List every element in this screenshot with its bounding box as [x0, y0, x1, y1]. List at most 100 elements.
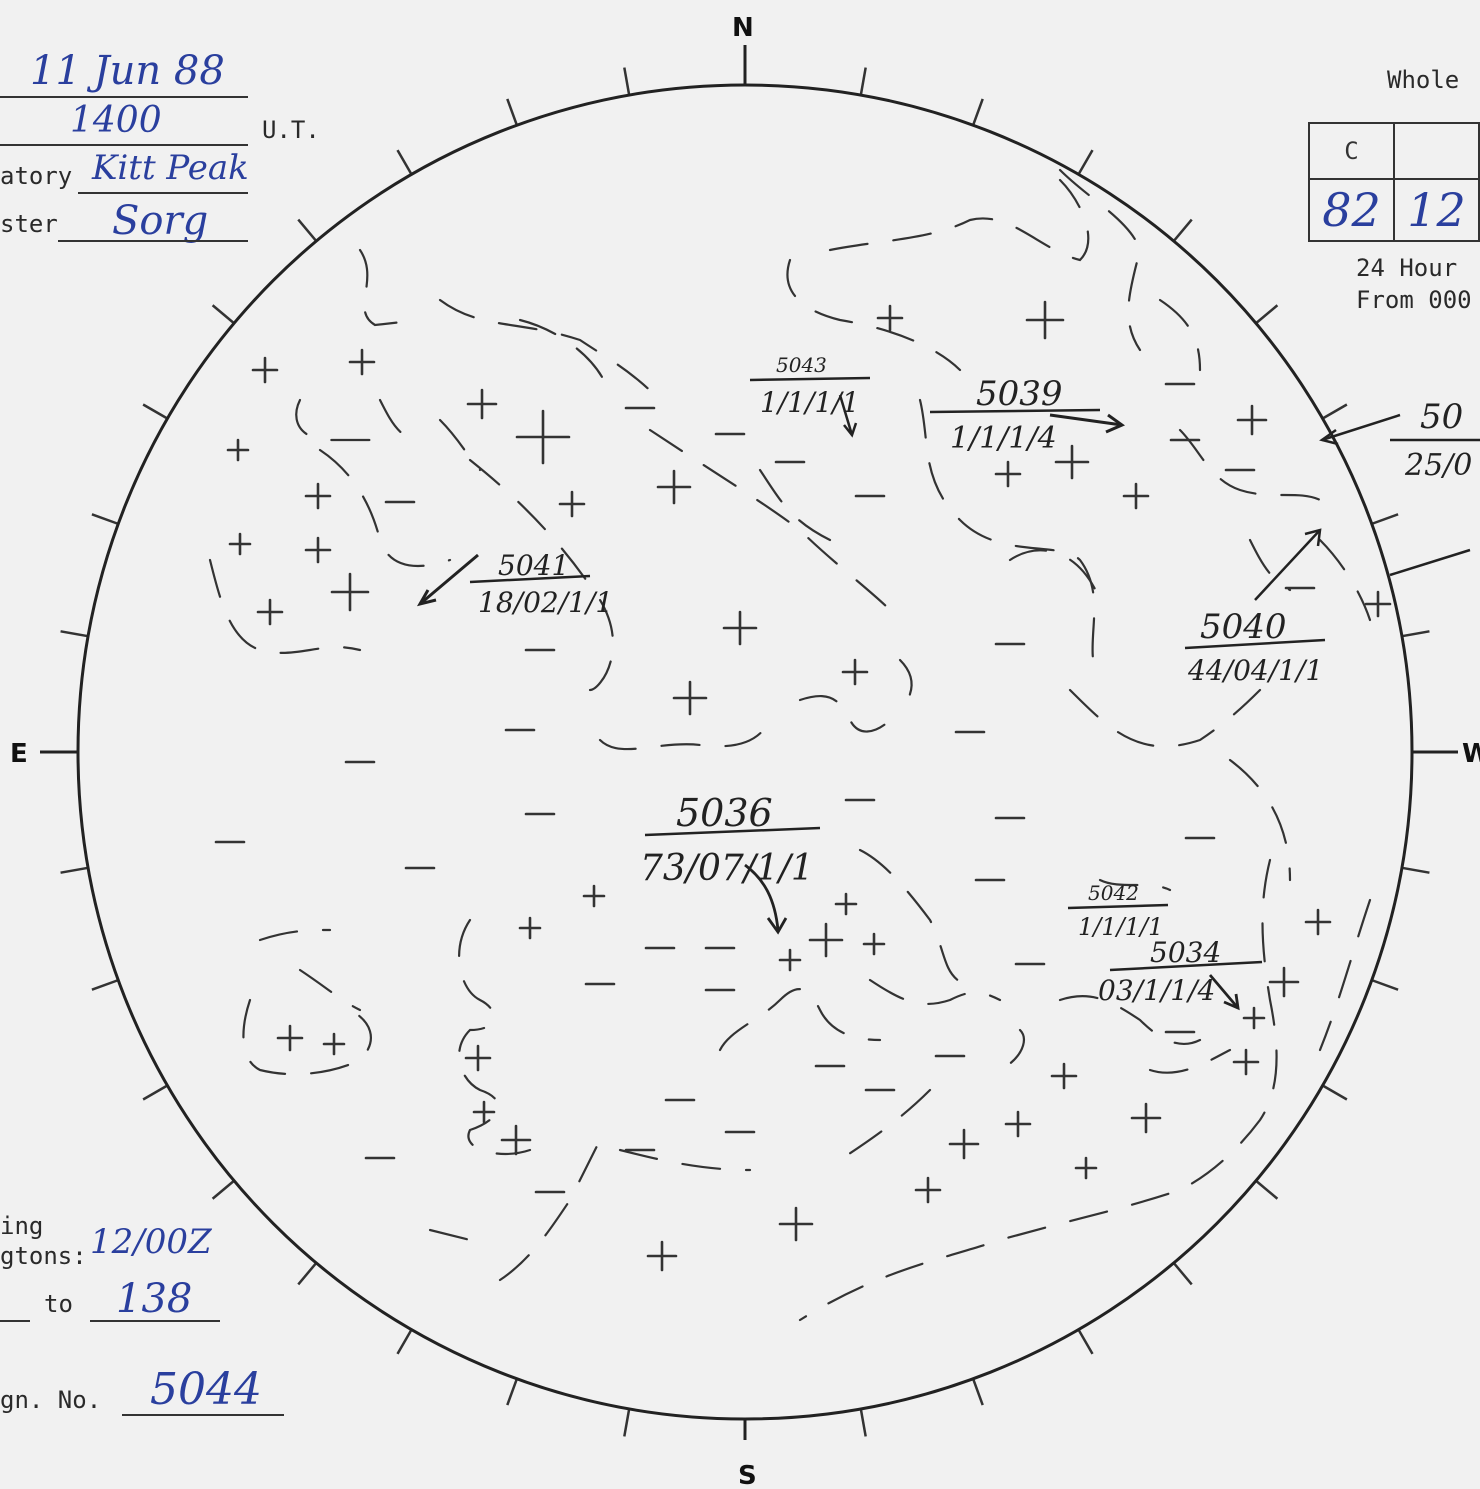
time-underline	[0, 144, 248, 146]
positive-mark	[1130, 1102, 1162, 1134]
region-5036-number: 5036	[676, 791, 773, 835]
compass-south: S	[738, 1461, 757, 1489]
region-5040-code: 44/04/1/1	[1187, 654, 1323, 687]
positive-mark	[808, 922, 844, 958]
limb-tick	[1322, 1084, 1348, 1101]
limb-tick	[623, 67, 631, 96]
counts-table: C 82 12	[1308, 122, 1480, 242]
limb-tick	[1371, 513, 1399, 526]
limb-tick	[623, 1408, 631, 1437]
limb-tick	[297, 218, 318, 242]
positive-mark	[841, 658, 869, 686]
limb-tick	[859, 1408, 867, 1437]
observatory-underline	[78, 192, 248, 194]
limb-tick	[971, 98, 984, 126]
positive-mark	[582, 884, 606, 908]
limb-tick	[859, 67, 867, 96]
assign-value: 5044	[150, 1364, 262, 1415]
counts-header-2	[1393, 122, 1480, 180]
region-5034-code: 03/1/1/4	[1098, 974, 1215, 1007]
positive-mark	[1050, 1062, 1078, 1090]
limb-tick	[1371, 978, 1399, 991]
limb-tick	[506, 1378, 519, 1406]
region-5042-number: 5042	[1088, 881, 1139, 905]
positive-mark	[722, 610, 758, 646]
region-50-number: 50	[1420, 397, 1463, 437]
positive-mark	[228, 532, 252, 556]
limb-ticks	[60, 67, 1430, 1437]
positive-mark	[914, 1176, 942, 1204]
positive-mark	[518, 916, 542, 940]
forecaster-underline	[58, 240, 248, 242]
positive-mark	[322, 1032, 346, 1056]
limb-tick	[1255, 304, 1279, 325]
region-5041: 5041 18/02/1/1	[416, 549, 613, 619]
time-unit-label: U.T.	[262, 116, 320, 144]
limb-tick	[91, 978, 119, 991]
positive-mark	[1236, 404, 1268, 436]
forecaster-label: ster	[0, 210, 58, 238]
region-5041-code: 18/02/1/1	[478, 586, 613, 619]
limb-tick	[1172, 218, 1193, 242]
positive-mark	[672, 680, 708, 716]
positive-polarity-marks	[226, 300, 1392, 1272]
region-5043-number: 5043	[776, 353, 827, 377]
positive-mark	[304, 482, 332, 510]
note-line-2: From 000	[1356, 286, 1472, 314]
region-50-code: 25/0	[1404, 448, 1472, 483]
region-5034: 5034 03/1/1/4	[1098, 936, 1263, 1011]
limb-tick	[60, 630, 89, 638]
positive-mark	[1122, 482, 1150, 510]
region-5040-number: 5040	[1200, 607, 1287, 647]
positive-mark	[500, 1124, 532, 1156]
positive-mark	[558, 490, 586, 518]
positive-mark	[226, 438, 250, 462]
positive-mark	[778, 948, 802, 972]
region-5043: 5043 1/1/1/1	[749, 353, 871, 438]
positive-mark	[834, 892, 858, 916]
limb-tick	[60, 866, 89, 874]
limb-tick	[211, 1179, 235, 1200]
region-5036: 5036 73/07/1/1	[640, 791, 821, 935]
ing-label: ing	[0, 1212, 44, 1240]
limb-tick	[297, 1262, 318, 1286]
positive-mark	[994, 460, 1022, 488]
assign-label: gn. No.	[0, 1386, 102, 1414]
observatory-label: atory	[0, 162, 73, 190]
limb-tick	[1401, 866, 1430, 874]
time-value: 1400	[70, 100, 162, 141]
positive-mark	[330, 572, 370, 612]
counts-value-2: 12	[1393, 178, 1480, 242]
positive-mark	[1074, 1156, 1098, 1180]
from-underline	[0, 1320, 30, 1322]
positive-mark	[656, 469, 692, 505]
positive-mark	[1242, 1006, 1266, 1030]
region-5034-number: 5034	[1150, 936, 1221, 969]
compass-west: W	[1462, 739, 1480, 769]
positive-mark	[876, 304, 904, 332]
region-5036-code: 73/07/1/1	[640, 848, 814, 889]
positive-mark	[251, 356, 279, 384]
positive-mark	[276, 1024, 304, 1052]
region-5039-code: 1/1/1/4	[950, 421, 1057, 456]
counts-value-c: 82	[1308, 178, 1395, 242]
whole-label: Whole	[1387, 66, 1460, 94]
date-underline	[0, 96, 248, 98]
positive-mark	[1268, 966, 1300, 998]
compass-lines	[40, 45, 1458, 1440]
gtons-value: 12/00Z	[90, 1222, 212, 1262]
positive-mark	[646, 1240, 678, 1272]
gtons-label: gtons:	[0, 1242, 87, 1270]
positive-mark	[466, 388, 498, 420]
limb-tick	[1322, 403, 1348, 420]
positive-mark	[348, 348, 376, 376]
limb-tick	[211, 304, 235, 325]
limb-tick	[1401, 630, 1430, 638]
counts-header-c: C	[1308, 122, 1395, 180]
limb-tick	[1255, 1179, 1279, 1200]
region-5040: 5040 44/04/1/1	[1184, 528, 1326, 687]
date-value: 11 Jun 88	[30, 48, 225, 94]
region-5039: 5039 1/1/1/4	[929, 374, 1126, 456]
positive-mark	[515, 409, 571, 465]
